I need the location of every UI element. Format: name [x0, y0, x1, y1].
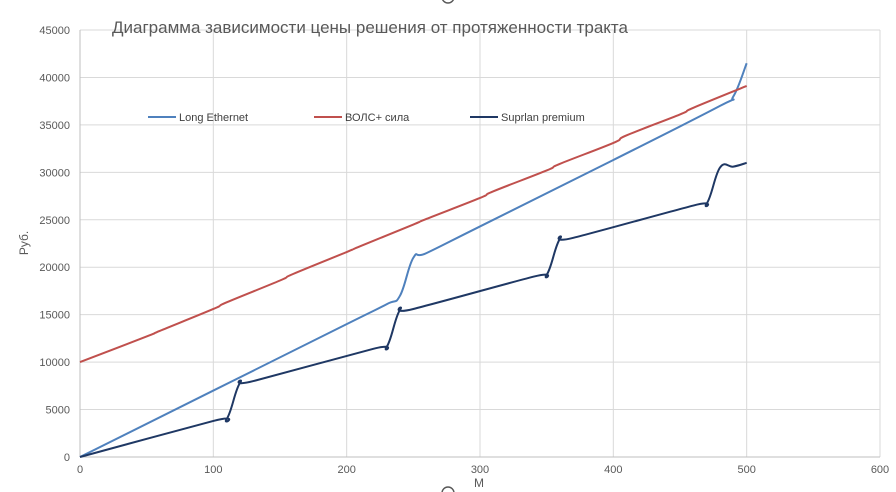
x-tick-label: 200	[337, 464, 355, 476]
legend: Long Ethernet ВОЛС+ сила Suprlan premium	[148, 112, 585, 124]
y-axis-tick-labels: 0 5000 10000 15000 20000 25000 30000 35000 40000…	[39, 25, 70, 464]
x-tick-label: 500	[737, 464, 755, 476]
series-line-1	[79, 85, 748, 364]
chart-title: Диаграмма зависимости цены решения от пр…	[112, 18, 628, 37]
legend-item-2: Suprlan premium	[470, 112, 585, 124]
selection-handle-top[interactable]	[441, 0, 455, 4]
x-tick-label: 300	[471, 464, 489, 476]
series-lines	[79, 62, 748, 458]
grid-lines	[80, 29, 881, 457]
legend-item-0: Long Ethernet	[148, 112, 248, 124]
x-axis-tick-labels: 0 100 200 300 400 500 600	[77, 464, 889, 476]
y-tick-label: 40000	[39, 72, 70, 84]
legend-label: ВОЛС+ сила	[345, 112, 410, 124]
x-tick-label: 600	[871, 464, 889, 476]
y-tick-label: 10000	[39, 357, 70, 369]
y-tick-label: 15000	[39, 310, 70, 322]
x-tick-label: 0	[77, 464, 83, 476]
y-tick-label: 45000	[39, 25, 70, 37]
x-axis-title: М	[474, 476, 484, 490]
series-line-2	[79, 161, 747, 458]
legend-label: Long Ethernet	[179, 112, 248, 124]
series-line-0	[79, 62, 748, 458]
y-axis-title: Руб.	[17, 231, 31, 255]
selection-handle-bottom[interactable]	[441, 486, 455, 492]
y-tick-label: 25000	[39, 215, 70, 227]
y-tick-label: 30000	[39, 167, 70, 179]
y-tick-label: 35000	[39, 120, 70, 132]
legend-label: Suprlan premium	[501, 112, 585, 124]
axes	[79, 30, 880, 458]
y-tick-label: 20000	[39, 262, 70, 274]
x-tick-label: 100	[204, 464, 222, 476]
x-tick-label: 400	[604, 464, 622, 476]
legend-item-1: ВОЛС+ сила	[314, 112, 410, 124]
y-tick-label: 5000	[46, 405, 70, 417]
y-tick-label: 0	[64, 452, 70, 464]
